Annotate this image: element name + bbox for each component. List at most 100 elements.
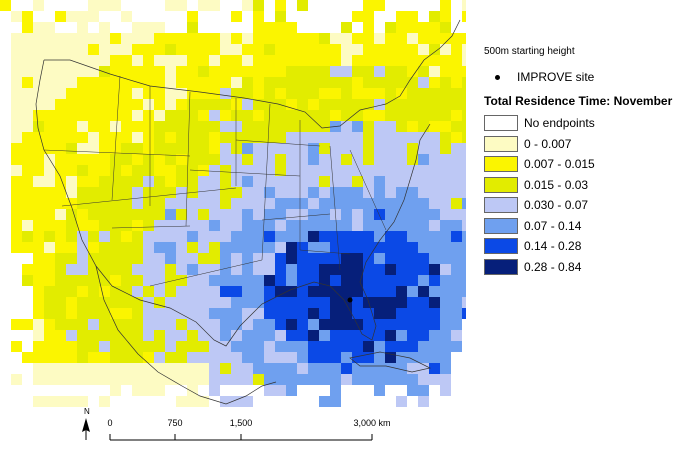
grid-cell [264,352,275,363]
grid-cell [209,66,220,77]
grid-cell [220,385,231,396]
grid-cell [154,121,165,132]
grid-cell [308,110,319,121]
grid-cell [66,209,77,220]
grid-cell [55,297,66,308]
grid-cell [330,99,341,110]
grid-cell [220,176,231,187]
grid-cell [22,88,33,99]
grid-cell [11,275,22,286]
grid-cell [275,44,286,55]
grid-cell [209,330,220,341]
grid-cell [242,33,253,44]
grid-cell [418,11,429,22]
grid-cell [440,132,451,143]
grid-cell [462,0,473,11]
grid-cell [0,0,11,11]
grid-cell [176,275,187,286]
grid-cell [242,363,253,374]
grid-cell [242,44,253,55]
grid-cell [187,308,198,319]
grid-cell [451,275,462,286]
grid-cell [99,209,110,220]
scale-bar-line [109,434,373,441]
grid-cell [440,11,451,22]
grid-cell [418,374,429,385]
grid-cell [374,330,385,341]
grid-cell [385,385,396,396]
grid-cell [440,22,451,33]
grid-cell [385,143,396,154]
grid-cell [231,132,242,143]
grid-cell [165,264,176,275]
grid-cell [330,275,341,286]
grid-cell [341,231,352,242]
grid-cell [374,264,385,275]
grid-cell [154,22,165,33]
grid-cell [231,55,242,66]
grid-cell [418,231,429,242]
grid-cell [231,220,242,231]
grid-cell [110,242,121,253]
grid-cell [407,352,418,363]
grid-cell [407,143,418,154]
grid-cell [220,396,231,407]
grid-cell [341,143,352,154]
grid-cell [154,176,165,187]
grid-cell [110,209,121,220]
grid-cell [418,121,429,132]
grid-cell [374,55,385,66]
legend: 500m starting height IMPROVE site Total … [472,0,698,446]
grid-cell [121,121,132,132]
grid-cell [77,22,88,33]
grid-cell [341,165,352,176]
grid-cell [88,22,99,33]
grid-cell [132,154,143,165]
grid-cell [319,44,330,55]
grid-cell [198,264,209,275]
grid-cell [440,198,451,209]
grid-cell [341,253,352,264]
grid-cell [198,99,209,110]
grid-cell [99,154,110,165]
grid-cell [77,286,88,297]
grid-cell [264,132,275,143]
grid-cell [165,165,176,176]
grid-cell [396,99,407,110]
grid-cell [286,165,297,176]
grid-cell [143,220,154,231]
grid-cell [341,99,352,110]
grid-cell [286,231,297,242]
grid-cell [132,22,143,33]
grid-cell [198,121,209,132]
grid-cell [11,121,22,132]
grid-cell [154,374,165,385]
grid-cell [77,341,88,352]
grid-cell [297,154,308,165]
grid-cell [66,99,77,110]
grid-cell [275,77,286,88]
grid-cell [33,143,44,154]
scale-bar: 0 750 1,500 3,000 km [80,404,460,446]
grid-cell [242,242,253,253]
grid-cell [308,242,319,253]
grid-cell [165,275,176,286]
grid-cell [363,341,374,352]
grid-cell [286,187,297,198]
grid-cell [308,352,319,363]
grid-cell [165,253,176,264]
grid-cell [66,110,77,121]
grid-cell [231,176,242,187]
grid-cell [418,330,429,341]
grid-cell [77,198,88,209]
grid-cell [308,187,319,198]
grid-cell [385,220,396,231]
grid-cell [99,319,110,330]
grid-cell [308,341,319,352]
grid-cell [11,385,22,396]
grid-cell [154,44,165,55]
grid-cell [209,385,220,396]
grid-cell [275,352,286,363]
grid-cell [88,143,99,154]
grid-cell [231,121,242,132]
